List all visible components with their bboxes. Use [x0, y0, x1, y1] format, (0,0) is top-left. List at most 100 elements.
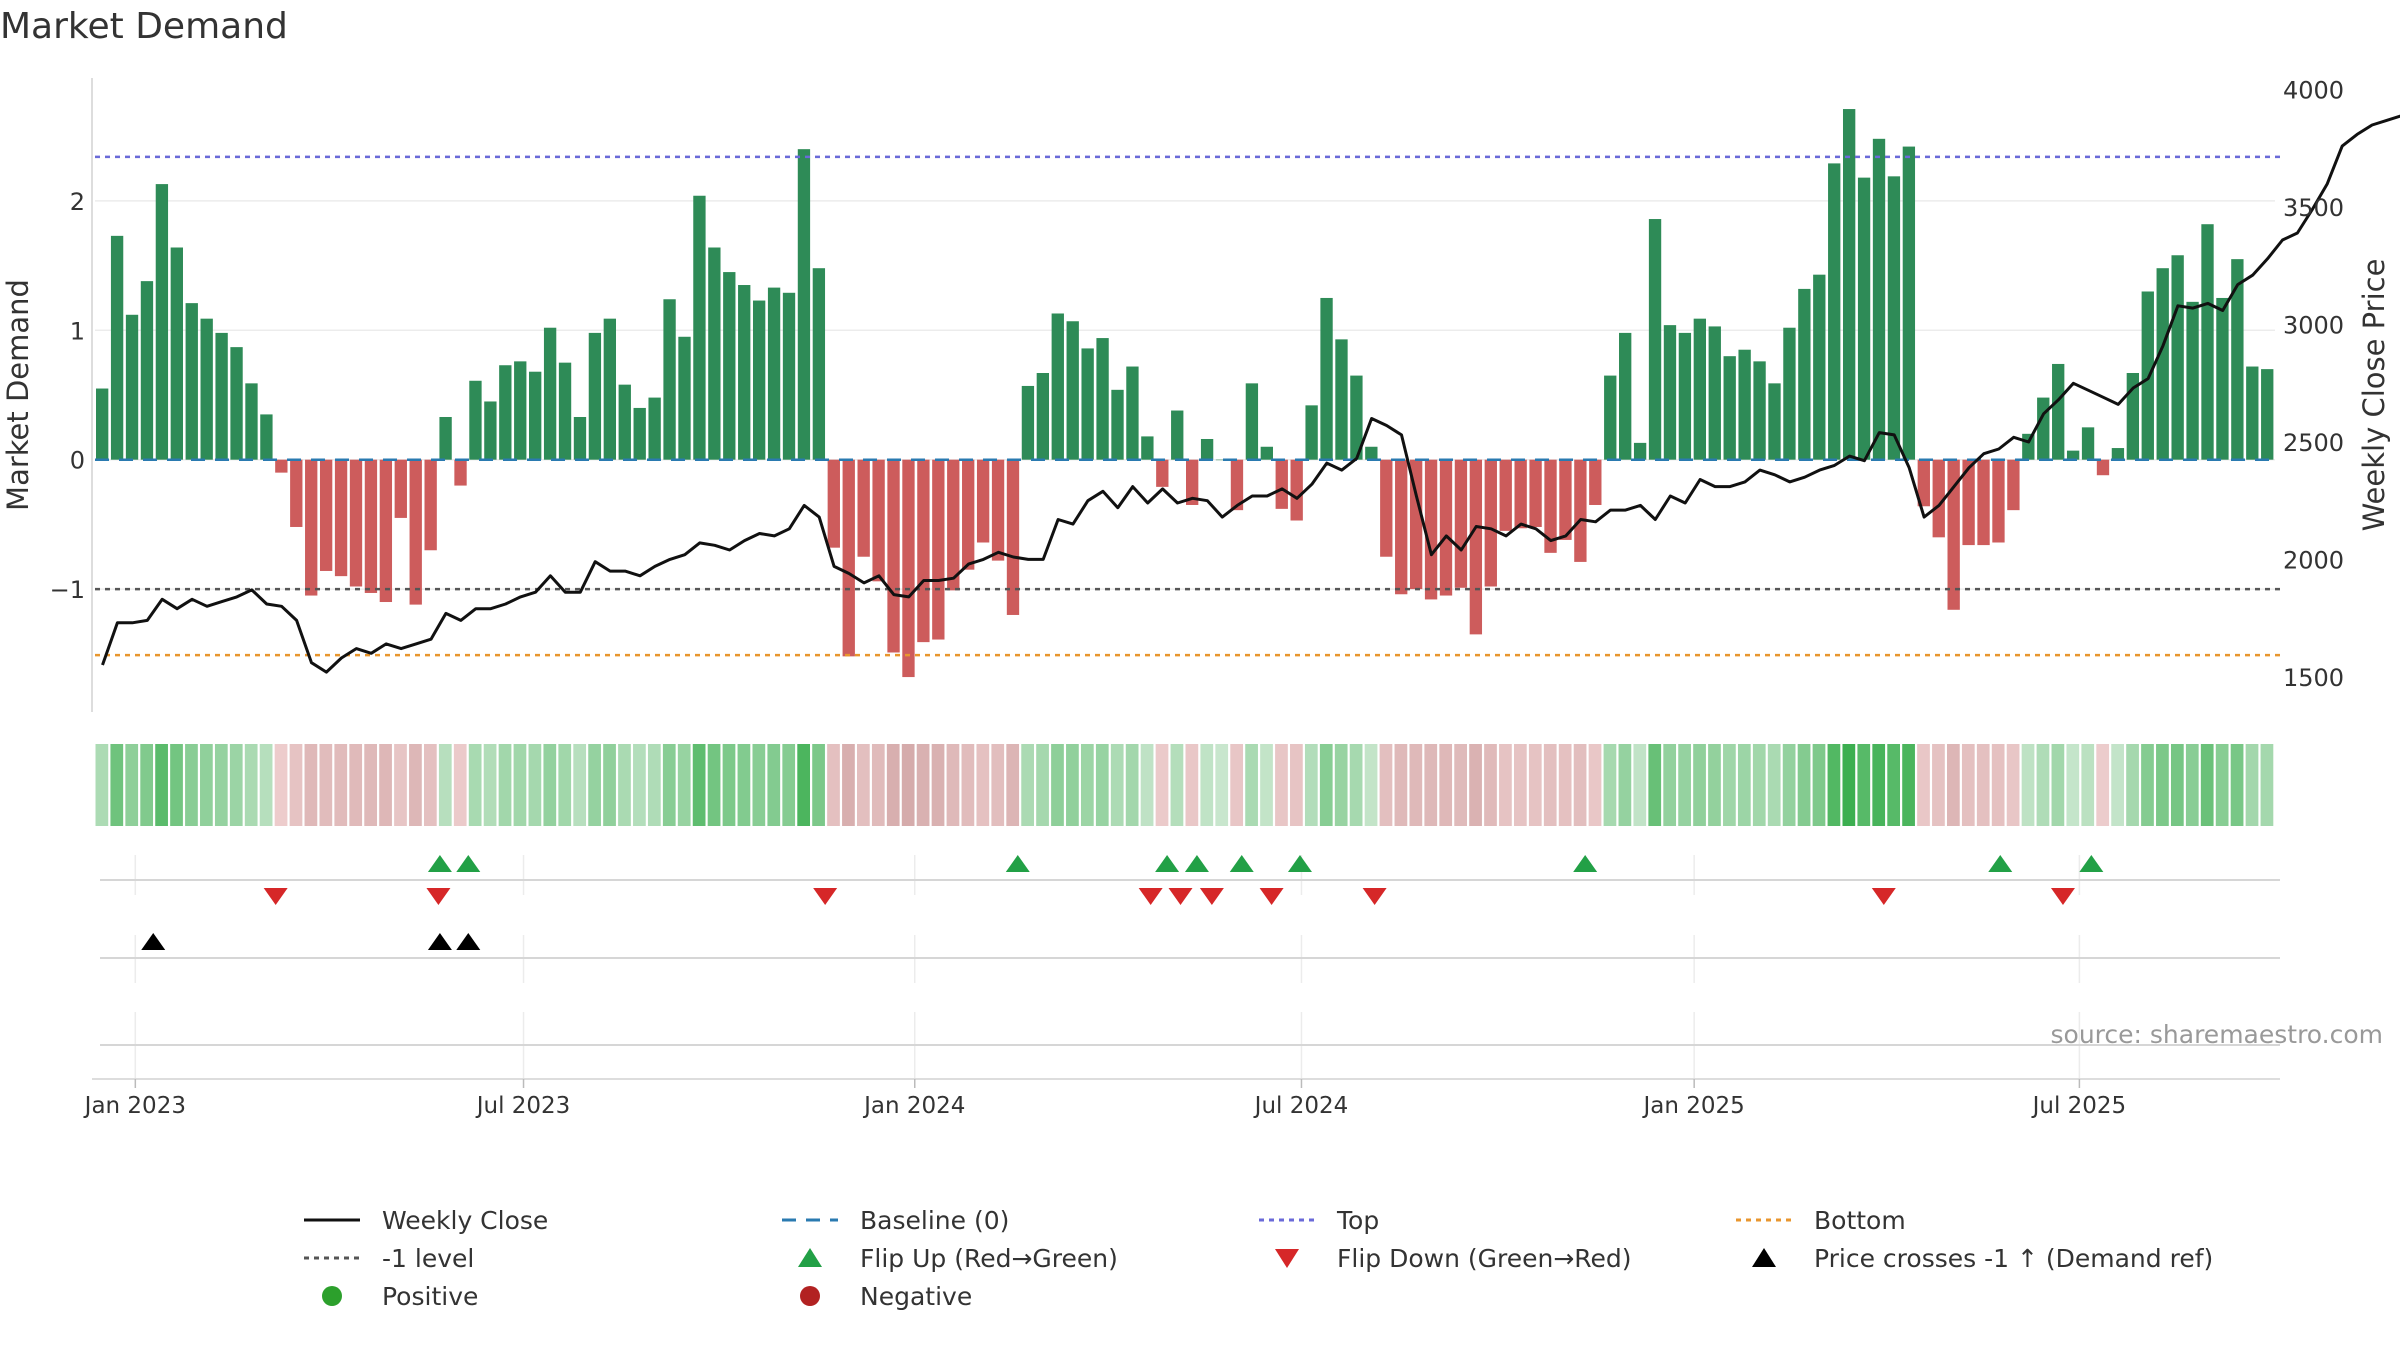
- demand-bar: [1514, 459, 1527, 529]
- demand-bar: [155, 184, 169, 460]
- y2-tick-label: 2500: [2283, 429, 2344, 457]
- heat-cell: [1499, 744, 1512, 826]
- heat-cell: [931, 744, 945, 826]
- demand-bar: [484, 401, 497, 460]
- heat-cell: [573, 744, 587, 826]
- heat-cell: [1991, 744, 2005, 826]
- heat-cell: [692, 744, 706, 826]
- heat-cell: [1737, 744, 1751, 826]
- heat-cell: [1125, 744, 1139, 826]
- demand-bar: [1454, 459, 1468, 588]
- demand-bar: [1633, 442, 1647, 460]
- legend-item-top: Top: [1255, 1202, 1379, 1238]
- legend-label: Flip Up (Red→Green): [860, 1243, 1118, 1273]
- demand-bar: [1439, 459, 1453, 596]
- demand-bar: [200, 318, 213, 460]
- demand-bar: [723, 272, 736, 460]
- legend-label: -1 level: [382, 1243, 475, 1273]
- heat-cell: [2170, 744, 2184, 826]
- heat-cell: [1036, 744, 1049, 826]
- demand-bar: [215, 332, 228, 460]
- demand-bar: [110, 235, 124, 460]
- heat-cell: [1812, 744, 1826, 826]
- heat-cell: [2006, 744, 2020, 826]
- heat-cell: [468, 744, 482, 826]
- heat-cell: [603, 744, 616, 826]
- heat-cell: [1961, 744, 1975, 826]
- heat-cell: [782, 744, 796, 826]
- demand-bar: [1021, 385, 1035, 460]
- flip-up-marker: [1988, 855, 2013, 872]
- heat-cell: [140, 744, 154, 826]
- heat-cell: [2051, 744, 2065, 826]
- demand-bar: [1917, 459, 1930, 507]
- heat-cell: [842, 744, 855, 826]
- demand-bar: [2066, 450, 2080, 460]
- demand-bar: [1230, 459, 1244, 511]
- demand-bar: [2246, 366, 2259, 460]
- demand-bar: [185, 303, 198, 460]
- flip-up-marker: [1287, 855, 1312, 872]
- heat-cell: [1976, 744, 1990, 826]
- demand-bar: [1813, 274, 1826, 460]
- demand-bar: [514, 361, 527, 460]
- demand-bar: [1783, 327, 1796, 460]
- dotted-line-swatch-icon: [304, 1256, 360, 1260]
- heat-cell: [1872, 744, 1886, 826]
- demand-bar: [1723, 356, 1736, 460]
- heat-cell: [409, 744, 422, 826]
- demand-bar: [2261, 369, 2274, 460]
- heat-cell: [1349, 744, 1363, 826]
- heat-cell: [2021, 744, 2035, 826]
- y-tick-label: −1: [50, 576, 85, 604]
- legend-label: Positive: [382, 1281, 479, 1311]
- demand-bar: [245, 383, 258, 460]
- demand-bar: [857, 459, 870, 557]
- heat-cell: [1095, 744, 1109, 826]
- demand-bar: [1842, 109, 1856, 460]
- demand-bar: [394, 459, 407, 518]
- weekly-close-line: [101, 114, 2400, 674]
- demand-bar: [334, 459, 348, 577]
- heat-cell: [2081, 744, 2095, 826]
- demand-bar: [603, 318, 617, 460]
- demand-bar: [693, 195, 706, 460]
- demand-bar: [1275, 459, 1288, 509]
- demand-bar: [1992, 459, 2005, 543]
- demand-bar: [439, 416, 452, 460]
- demand-bar: [1947, 459, 1960, 610]
- heat-cell: [2156, 744, 2169, 826]
- heat-cell: [1215, 744, 1229, 826]
- demand-bar: [1141, 436, 1154, 460]
- circle-icon: [800, 1286, 820, 1306]
- demand-bar: [2231, 259, 2244, 460]
- demand-bar: [1559, 459, 1572, 540]
- heat-cell: [1260, 744, 1273, 826]
- heat-cell: [857, 744, 870, 826]
- heat-cell: [1543, 744, 1557, 826]
- heat-cell: [618, 744, 631, 826]
- heat-cell: [1170, 744, 1184, 826]
- heat-cell: [707, 744, 721, 826]
- heat-cell: [1379, 744, 1393, 826]
- heat-cell: [1723, 744, 1736, 826]
- demand-bar: [947, 459, 960, 591]
- heat-cell: [1827, 744, 1841, 826]
- y2-axis-label: Weekly Close Price: [2357, 259, 2391, 532]
- demand-bar: [558, 362, 572, 460]
- dashed-line-swatch-icon: [782, 1218, 838, 1222]
- flip-up-marker: [1573, 855, 1598, 872]
- demand-bar: [1409, 459, 1423, 590]
- legend-item-weekly-close: Weekly Close: [300, 1202, 548, 1238]
- x-tick-label: Jan 2024: [862, 1093, 965, 1119]
- heat-cell: [1334, 744, 1348, 826]
- heat-cell: [976, 744, 990, 826]
- triangle-down-icon: [1275, 1249, 1299, 1268]
- heat-cell: [170, 744, 183, 826]
- y2-tick-label: 1500: [2283, 664, 2344, 692]
- heat-cell: [1319, 744, 1333, 826]
- demand-bar: [1215, 459, 1229, 461]
- price-cross-marker: [456, 933, 481, 950]
- heat-cell: [319, 744, 333, 826]
- source-note: source: sharemaestro.com: [2051, 1020, 2384, 1049]
